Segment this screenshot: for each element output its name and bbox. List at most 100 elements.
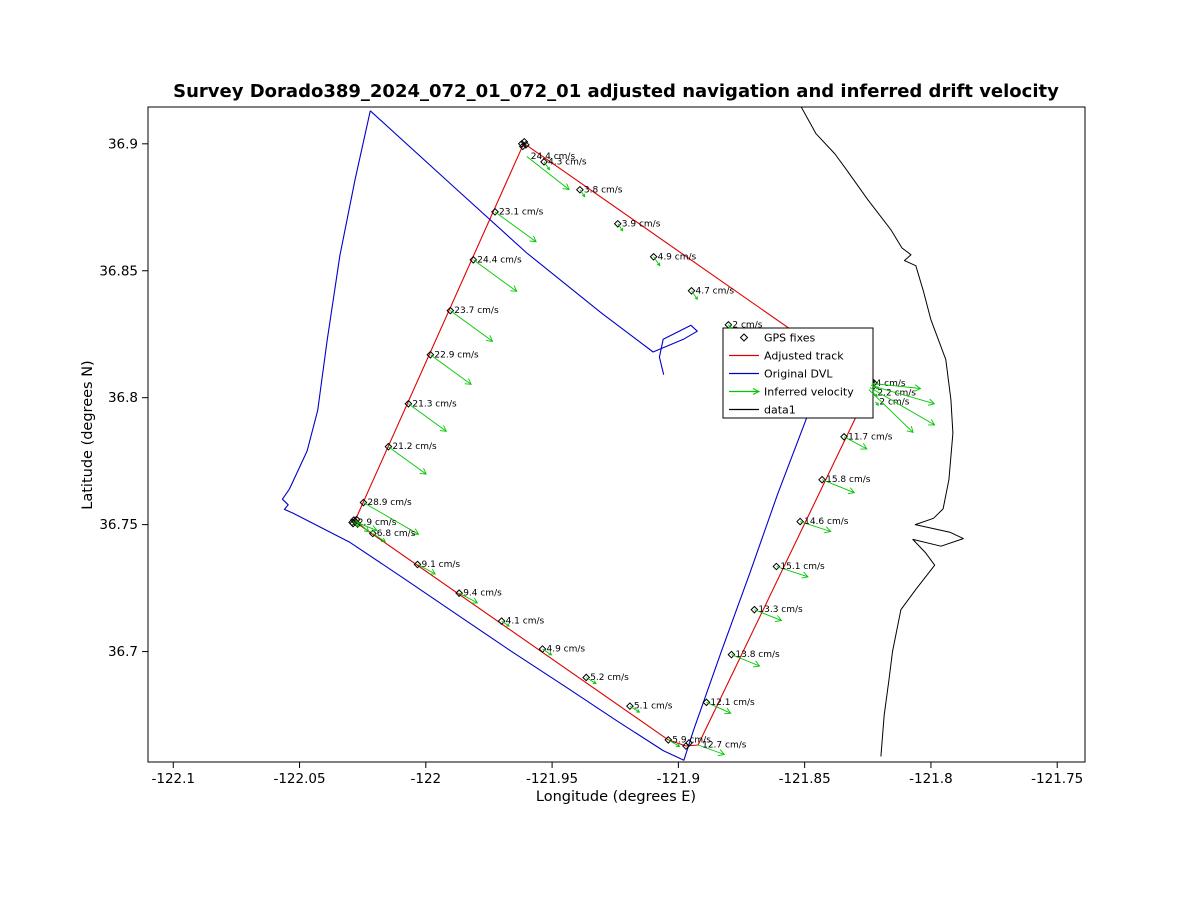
velocity-vector: 9.1 cm/s bbox=[417, 560, 461, 575]
velocity-vector-head bbox=[860, 443, 868, 450]
velocity-vector: 4.7 cm/s bbox=[691, 286, 734, 301]
velocity-vector-shaft bbox=[388, 446, 427, 475]
velocity-vector-head bbox=[694, 296, 698, 301]
velocity-vector-shaft bbox=[872, 383, 921, 389]
velocity-vector-head bbox=[356, 523, 360, 528]
velocity-vector-head bbox=[510, 285, 518, 292]
velocity-vector-head bbox=[847, 487, 856, 495]
velocity-vector-shaft bbox=[430, 354, 472, 385]
gps-fix-marker bbox=[359, 498, 368, 507]
velocity-vector-shaft bbox=[579, 189, 586, 197]
velocity-vector-head bbox=[471, 597, 479, 604]
velocity-vector-head bbox=[381, 537, 387, 543]
velocity-vector-head bbox=[656, 262, 661, 267]
velocity-label: 3.9 cm/s bbox=[622, 219, 661, 229]
velocity-vector-head bbox=[717, 749, 726, 757]
velocity-vector: 3.9 cm/s bbox=[617, 219, 661, 232]
velocity-vector-head bbox=[464, 378, 472, 385]
velocity-vector-shaft bbox=[706, 701, 731, 714]
legend-entry-label: Inferred velocity bbox=[764, 386, 854, 399]
legend-marker-sample bbox=[739, 333, 749, 342]
velocity-vector: 2.9 cm/s bbox=[353, 518, 397, 528]
velocity-vector-head bbox=[429, 568, 436, 575]
velocity-vector-head bbox=[914, 384, 922, 392]
velocity-vector: 13.8 cm/s bbox=[731, 650, 780, 668]
velocity-vector-head bbox=[592, 680, 597, 684]
velocity-label: 23.7 cm/s bbox=[454, 306, 499, 316]
velocity-vector-head bbox=[619, 227, 624, 232]
velocity-vector-shaft bbox=[355, 519, 369, 533]
velocity-label: 4.9 cm/s bbox=[547, 645, 586, 655]
velocity-vector: 2 cm/s bbox=[728, 320, 763, 330]
velocity-vector-head bbox=[439, 425, 448, 432]
velocity-label: 9.4 cm/s bbox=[463, 589, 502, 599]
velocity-label: 4.9 cm/s bbox=[658, 252, 697, 262]
velocity-vector-shaft bbox=[408, 403, 447, 432]
gps-fix-marker bbox=[384, 442, 393, 451]
velocity-vector-head bbox=[875, 402, 880, 406]
velocity-vector-head bbox=[801, 571, 809, 579]
velocity-vector: 24.4 cm/s bbox=[473, 255, 522, 292]
velocity-vector-head bbox=[581, 193, 586, 198]
velocity-vector-shaft bbox=[843, 436, 868, 450]
y-tick-label: 36.8 bbox=[108, 390, 138, 406]
gps-fix-marker bbox=[750, 605, 759, 614]
axis-ticks-layer: -122.1 -122.05 -122 -121.95 -121.9 -121.85 -12… bbox=[99, 136, 1083, 787]
velocity-label: 9.1 cm/s bbox=[422, 560, 461, 570]
velocity-vector: 28.9 cm/s bbox=[363, 498, 420, 535]
gps-fix-marker bbox=[518, 142, 527, 151]
original-dvl-line bbox=[281, 110, 814, 761]
velocity-label: 6.8 cm/s bbox=[377, 529, 416, 539]
velocity-vectors-layer: 24.4 cm/s4.3 cm/s3.8 cm/s3.9 cm/s4.9 cm/… bbox=[353, 152, 936, 757]
velocity-vector-head bbox=[753, 660, 761, 668]
velocity-vector-shaft bbox=[458, 592, 478, 604]
gps-fix-marker bbox=[727, 650, 736, 659]
velocity-vector: 23.1 cm/s bbox=[494, 207, 544, 243]
velocity-vector: 4 cm/s bbox=[871, 379, 906, 390]
velocity-vector: 5.9 cm/s bbox=[668, 735, 711, 747]
velocity-label: 4.3 cm/s bbox=[548, 157, 587, 167]
gps-fix-marker bbox=[613, 219, 622, 228]
velocity-vector-shaft bbox=[494, 211, 537, 243]
gps-fix-marker bbox=[582, 673, 591, 682]
velocity-label: 2.9 cm/s bbox=[358, 518, 397, 528]
y-tick-label: 36.85 bbox=[99, 263, 138, 279]
velocity-vector-shaft bbox=[754, 609, 782, 622]
x-tick-label: -122.1 bbox=[151, 771, 195, 787]
velocity-vector-shaft bbox=[697, 744, 725, 755]
legend: GPS fixes Adjusted track Original DVL Infer… bbox=[722, 327, 874, 419]
legend-entry-label: Original DVL bbox=[764, 368, 833, 381]
velocity-vector-shaft bbox=[653, 256, 661, 266]
gps-fix-marker bbox=[575, 185, 584, 194]
velocity-vector: 22.9 cm/s bbox=[430, 350, 479, 385]
velocity-vector-shaft bbox=[776, 566, 809, 578]
gps-fix-marker bbox=[840, 432, 848, 441]
velocity-vector: 4.1 cm/s bbox=[501, 617, 545, 627]
velocity-vector-head bbox=[506, 623, 510, 627]
velocity-vector-head bbox=[548, 652, 553, 656]
velocity-label: 21.3 cm/s bbox=[412, 399, 457, 409]
x-axis-label: Longitude (degrees E) bbox=[536, 789, 696, 805]
velocity-label: 12.7 cm/s bbox=[702, 741, 747, 751]
velocity-vector-shaft bbox=[542, 648, 552, 656]
velocity-label: 12.1 cm/s bbox=[710, 698, 755, 708]
coastline-line bbox=[800, 106, 964, 757]
velocity-vector-shaft bbox=[473, 259, 517, 292]
velocity-vector-shaft bbox=[372, 533, 386, 543]
velocity-vector-head bbox=[675, 743, 681, 747]
x-tick-label: -121.75 bbox=[1031, 771, 1083, 787]
velocity-vector: 11.7 cm/s bbox=[843, 432, 893, 450]
velocity-vector-shaft bbox=[691, 290, 698, 300]
velocity-vector-shaft bbox=[870, 385, 935, 405]
chart-title: Survey Dorado389_2024_072_01_072_01 adju… bbox=[173, 81, 1059, 102]
x-tick-label: -122 bbox=[410, 771, 441, 787]
velocity-label: 28.9 cm/s bbox=[367, 498, 412, 508]
velocity-label: 4.1 cm/s bbox=[506, 617, 545, 627]
velocity-vector-head bbox=[370, 525, 378, 532]
gps-fix-marker bbox=[818, 475, 826, 484]
velocity-vector-head bbox=[927, 398, 936, 406]
velocity-vector-head bbox=[419, 468, 427, 475]
x-tick-label: -121.95 bbox=[526, 771, 578, 787]
gps-fix-marker bbox=[497, 617, 506, 626]
velocity-vector-shaft bbox=[450, 310, 493, 342]
